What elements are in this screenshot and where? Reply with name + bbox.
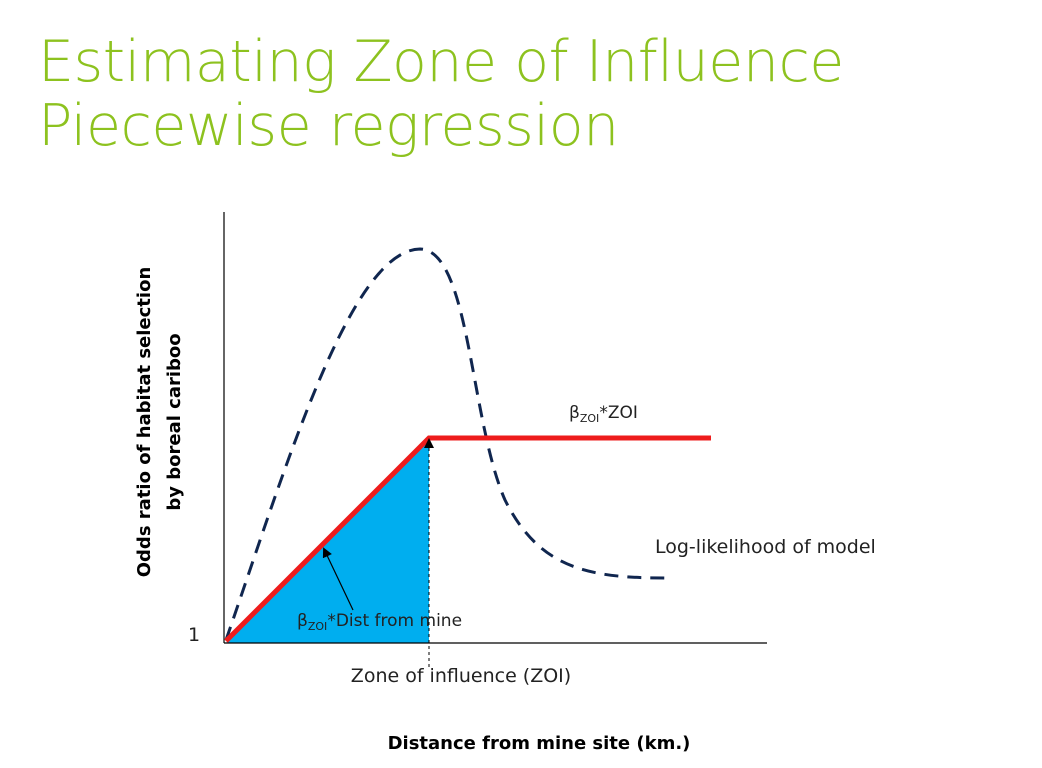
plateau-label: βZOI*ZOI [569, 403, 638, 425]
breakpoint-arrowhead [424, 438, 434, 448]
curve-label: Log-likelihood of model [655, 536, 876, 558]
slope-arrow [322, 547, 354, 611]
slide-title-line1: Estimating Zone of Influence [38, 29, 844, 95]
y-axis-label-line2: by boreal cariboo [164, 333, 185, 510]
log-likelihood-curve [224, 247, 669, 641]
zoi-label: Zone of influence (ZOI) [351, 665, 571, 687]
y-tick-1: 1 [188, 624, 200, 646]
y-axis-label-line1: Odds ratio of habitat selection [134, 267, 155, 578]
slide-title-line2: Piecewise regression [38, 93, 619, 159]
slope-label: βZOI*Dist from mine [297, 611, 462, 633]
x-axis-label: Distance from mine site (km.) [388, 733, 691, 754]
